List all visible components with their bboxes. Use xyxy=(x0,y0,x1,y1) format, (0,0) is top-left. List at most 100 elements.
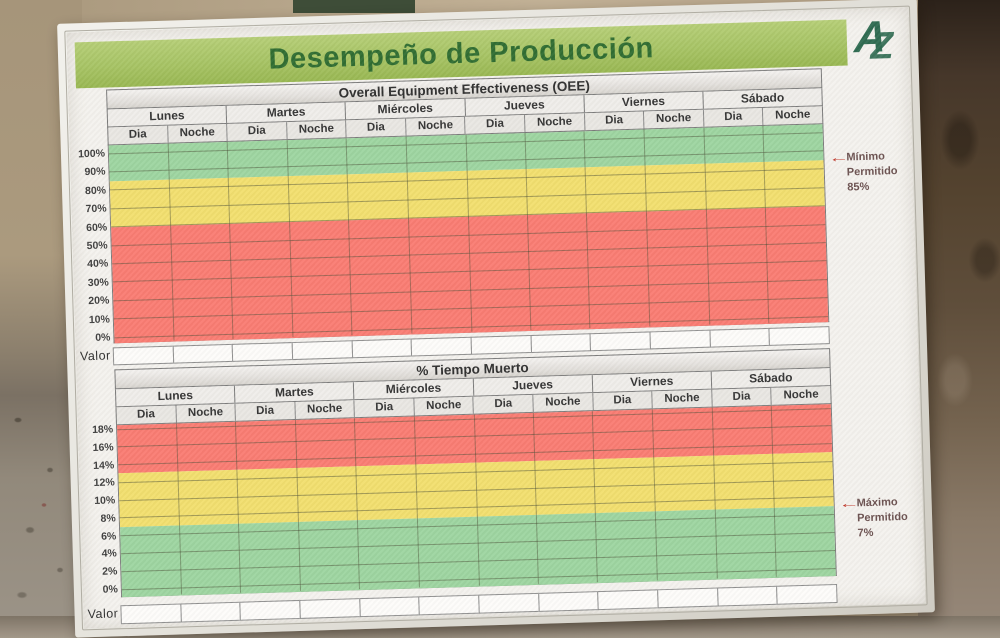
shift-header-martes-noche: Noche xyxy=(295,400,356,419)
oee-plot-area: 100% 90% 80% 70% 60% 50% 40% 30% 20% 10% 0% xyxy=(78,124,830,344)
shift-header-lunes-noche: Noche xyxy=(167,123,228,143)
shift-header-lunes-dia: Dia xyxy=(108,125,169,145)
valor-cell-martes-noche xyxy=(291,340,353,361)
valor-cell-jueves-dia xyxy=(478,592,540,614)
valor-cell-lunes-dia xyxy=(112,345,174,366)
annotation-line: Máximo xyxy=(856,495,898,510)
valor-cell-viernes-noche xyxy=(657,587,719,609)
day-header-martes: Martes xyxy=(235,382,355,403)
valor-cell-martes-dia xyxy=(231,342,294,362)
board-surface: Desempeño de Producción A Z Overall Equi… xyxy=(66,7,926,629)
minimo-permitido-annotation: ← Mínimo Permitido 85% xyxy=(828,148,913,195)
red-left-arrow-icon: ← xyxy=(838,495,860,511)
ytick-90: 90% xyxy=(84,165,106,179)
annotation-line: Mínimo xyxy=(846,149,886,164)
shift-header-sabado-noche: Noche xyxy=(783,388,819,402)
shift-header-viernes-dia: Dia xyxy=(592,391,653,411)
page-title: Desempeño de Producción xyxy=(268,31,655,76)
ytick-8: 8% xyxy=(100,512,116,525)
valor-cell-miercoles-noche xyxy=(418,594,480,616)
shift-header-jueves-noche: Noche xyxy=(525,113,586,133)
valor-cell-miercoles-noche xyxy=(410,336,473,357)
day-header-miercoles: Miércoles xyxy=(354,378,474,400)
ytick-40: 40% xyxy=(87,257,109,271)
shift-header-lunes-noche: Noche xyxy=(176,403,237,423)
ytick-6: 6% xyxy=(100,530,117,543)
valor-cell-jueves-noche xyxy=(530,333,592,353)
valor-cell-viernes-dia xyxy=(597,589,659,611)
shift-header-jueves-dia: Dia xyxy=(473,394,534,414)
ytick-4: 4% xyxy=(101,547,118,561)
shift-header-miercoles-noche: Noche xyxy=(405,116,466,136)
shift-header-jueves-noche: Noche xyxy=(533,393,594,412)
shift-header-sabado-dia: Dia xyxy=(712,387,773,407)
valor-cell-sabado-dia xyxy=(709,327,771,348)
shift-header-miercoles-dia: Dia xyxy=(346,118,407,138)
shift-header-jueves-dia: Dia xyxy=(465,115,526,134)
ytick-10: 10% xyxy=(88,313,111,326)
ytick-2: 2% xyxy=(101,565,118,579)
ytick-14: 14% xyxy=(93,458,115,472)
valor-cell-jueves-noche xyxy=(537,591,600,612)
valor-cell-lunes-dia xyxy=(120,603,182,625)
ytick-80: 80% xyxy=(84,184,107,197)
shift-header-lunes-dia: Dia xyxy=(116,405,177,425)
valor-cell-martes-noche xyxy=(299,598,361,619)
oee-valor-label: Valor xyxy=(79,348,111,364)
ytick-12: 12% xyxy=(93,476,115,490)
tiempo-muerto-chart: % Tiempo Muerto Lunes Martes Miércoles Juev… xyxy=(87,348,838,625)
valor-cell-lunes-noche xyxy=(180,601,242,623)
day-header-jueves: Jueves xyxy=(464,95,585,116)
valor-cell-sabado-noche xyxy=(768,326,830,346)
day-header-viernes: Viernes xyxy=(584,91,704,113)
ytick-0: 0% xyxy=(95,331,111,344)
day-header-sabado: Sábado xyxy=(748,370,793,386)
az-logo: A Z xyxy=(852,10,908,74)
wall-green-patch xyxy=(293,0,415,13)
shift-header-martes-dia: Dia xyxy=(227,122,288,141)
logo-letter-z: Z xyxy=(869,25,894,68)
day-header-miercoles: Miércoles xyxy=(345,98,466,120)
ytick-70: 70% xyxy=(85,202,107,216)
day-header-viernes: Viernes xyxy=(592,371,713,393)
valor-cell-sabado-noche xyxy=(776,583,838,605)
annotation-text: Mínimo Permitido 85% xyxy=(846,149,898,195)
valor-cell-martes-dia xyxy=(239,599,301,621)
annotation-line: 7% xyxy=(857,526,874,540)
shift-header-sabado-noche: Noche xyxy=(775,108,811,122)
valor-cell-miercoles-dia xyxy=(351,338,413,359)
shift-header-viernes-noche: Noche xyxy=(652,389,713,409)
ytick-60: 60% xyxy=(85,221,108,234)
ytick-50: 50% xyxy=(86,239,108,253)
ytick-20: 20% xyxy=(88,294,110,308)
day-header-lunes: Lunes xyxy=(107,105,228,127)
ytick-100: 100% xyxy=(77,147,106,161)
day-header-jueves: Jueves xyxy=(473,375,593,396)
red-left-arrow-icon: ← xyxy=(828,149,850,165)
valor-cell-viernes-noche xyxy=(649,329,711,350)
annotation-line: Permitido xyxy=(846,164,898,179)
shift-header-viernes-noche: Noche xyxy=(644,109,705,129)
valor-cell-jueves-dia xyxy=(470,334,532,355)
ytick-10: 10% xyxy=(94,494,116,508)
annotation-line: Permitido xyxy=(856,510,908,525)
ytick-18: 18% xyxy=(91,423,114,437)
shift-header-viernes-dia: Dia xyxy=(584,111,645,131)
production-board: Desempeño de Producción A Z Overall Equi… xyxy=(57,0,935,638)
tiempo-muerto-plot-area: 18% 16% 14% 12% 10% 8% 6% 4% 2% 0% xyxy=(92,404,837,598)
shift-header-martes-noche: Noche xyxy=(286,120,347,140)
valor-cell-lunes-noche xyxy=(172,343,234,364)
shift-header-sabado-dia: Dia xyxy=(703,107,764,127)
annotation-text: Máximo Permitido 7% xyxy=(856,495,908,541)
valor-cell-miercoles-dia xyxy=(358,596,421,618)
ytick-0: 0% xyxy=(102,583,119,596)
day-header-lunes: Lunes xyxy=(115,385,236,407)
ytick-30: 30% xyxy=(87,276,109,289)
tiempo-muerto-valor-label: Valor xyxy=(87,606,119,622)
shift-header-miercoles-dia: Dia xyxy=(354,398,415,418)
valor-cell-sabado-dia xyxy=(716,585,779,607)
day-header-sabado: Sábado xyxy=(740,90,785,106)
valor-cell-viernes-dia xyxy=(589,331,652,352)
wall-right-texture xyxy=(930,60,1000,480)
